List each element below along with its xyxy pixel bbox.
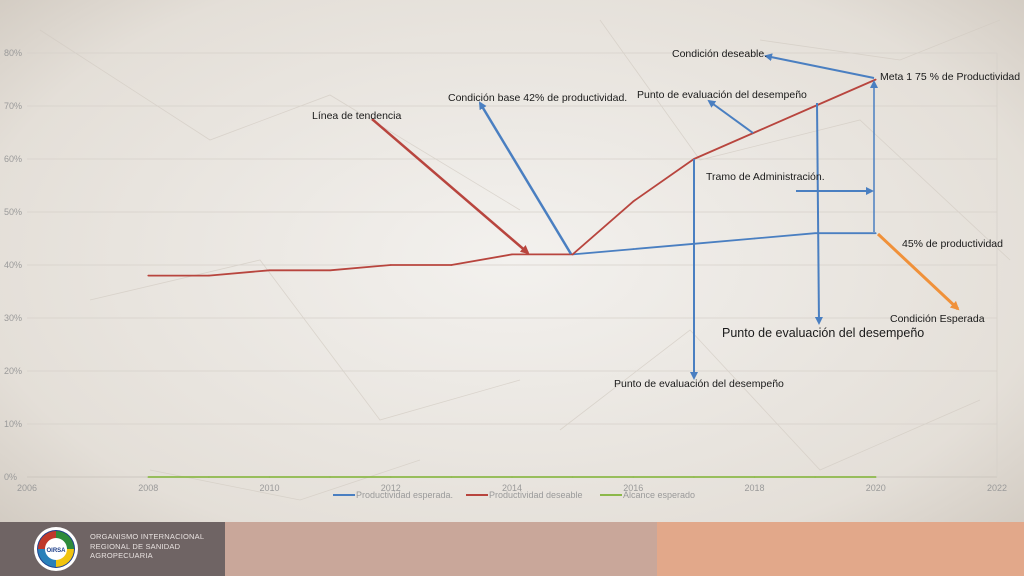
legend-label: Alcance esperado — [623, 490, 695, 500]
x-tick-label: 2008 — [138, 483, 158, 493]
annotation-punto-eval-mid: Punto de evaluación del desempeño — [722, 326, 924, 340]
x-tick-label: 2010 — [259, 483, 279, 493]
org-name-line-3: AGROPECUARIA — [90, 551, 153, 560]
y-tick-label: 80% — [4, 48, 22, 58]
footer-band-mauve — [225, 522, 657, 576]
data-point — [268, 269, 271, 272]
arrow-condicion-base — [478, 101, 573, 255]
annotation-tramo: Tramo de Administración. — [706, 171, 825, 183]
data-point — [632, 476, 635, 478]
x-tick-label: 2016 — [623, 483, 643, 493]
data-point — [753, 131, 756, 134]
data-point — [389, 264, 392, 266]
data-point — [753, 476, 756, 478]
x-tick-label: 2014 — [502, 483, 522, 493]
footer-bar: OIRSA ORGANISMO INTERNACIONAL REGIONAL D… — [0, 522, 1024, 576]
y-tick-label: 50% — [4, 207, 22, 217]
data-point — [874, 232, 877, 234]
annotation-arrows — [371, 53, 960, 380]
arrow-linea-tendencia — [371, 118, 530, 255]
x-tick-label: 2006 — [17, 483, 37, 493]
series-layer — [147, 78, 877, 478]
y-tick-label: 60% — [4, 154, 22, 164]
org-name-line-1: ORGANISMO INTERNACIONAL — [90, 532, 205, 541]
data-point — [874, 476, 877, 478]
annotation-productividad-45: 45% de productividad — [902, 238, 1003, 250]
data-point — [511, 253, 513, 256]
annotation-linea-tendencia: Línea de tendencia — [312, 110, 401, 122]
data-point — [632, 248, 635, 250]
data-point — [389, 476, 392, 478]
legend-label: Productividad esperada. — [356, 490, 453, 500]
data-point — [147, 274, 150, 277]
data-point — [450, 264, 453, 266]
data-point — [814, 105, 816, 107]
arrow-punto-eval-top — [707, 99, 754, 134]
annotation-punto-eval-top: Punto de evaluación del desempeño — [637, 89, 807, 101]
data-point — [268, 476, 271, 478]
data-point — [874, 78, 877, 81]
y-tick-label: 70% — [4, 101, 22, 111]
data-point — [814, 476, 816, 478]
organization-name: ORGANISMO INTERNACIONAL REGIONAL DE SANI… — [90, 532, 225, 561]
data-point — [147, 476, 150, 478]
data-point — [511, 476, 513, 478]
x-tick-label: 2012 — [381, 483, 401, 493]
data-point — [571, 476, 574, 478]
arrow-condicion-deseable — [764, 53, 875, 79]
annotation-condicion-esperada: Condición Esperada — [890, 313, 985, 325]
x-tick-label: 2018 — [744, 483, 764, 493]
annotations: Condición deseable. Meta 1 75 % de Produ… — [312, 48, 1020, 390]
y-tick-label: 40% — [4, 260, 22, 270]
oirsa-logo-icon: OIRSA — [34, 527, 78, 571]
annotation-punto-eval-bottom: Punto de evaluación del desempeño — [614, 378, 784, 390]
data-point — [329, 476, 331, 478]
x-tick-label: 2022 — [987, 483, 1007, 493]
data-point — [632, 200, 635, 203]
data-point — [329, 269, 331, 272]
x-tick-label: 2020 — [866, 483, 886, 493]
legend-label: Productividad deseable — [489, 490, 583, 500]
org-name-line-2: REGIONAL DE SANIDAD — [90, 541, 181, 551]
y-tick-label: 0% — [4, 472, 17, 482]
annotation-condicion-base: Condición base 42% de productividad. — [448, 92, 627, 104]
data-point — [571, 253, 574, 256]
data-point — [693, 476, 695, 478]
data-point — [814, 232, 816, 234]
series-line-1 — [572, 232, 876, 256]
gridlines — [27, 52, 998, 478]
y-tick-label: 30% — [4, 313, 22, 323]
data-point — [208, 274, 210, 277]
data-point — [753, 237, 756, 240]
arrow-punto-eval-mid — [814, 102, 823, 325]
axis-tick-labels: 0% 10% 20% 30% 40% 50% 60% 70% 80% 2006 2008 2010 20… — [4, 48, 1007, 493]
annotation-meta: Meta 1 75 % de Productividad — [880, 71, 1020, 83]
data-point — [208, 476, 210, 478]
footer-band-dark: OIRSA ORGANISMO INTERNACIONAL REGIONAL D… — [0, 522, 225, 576]
annotation-condicion-deseable: Condición deseable. — [672, 48, 767, 60]
footer-band-peach — [657, 522, 1024, 576]
svg-text:OIRSA: OIRSA — [46, 548, 66, 554]
y-tick-label: 20% — [4, 366, 22, 376]
y-tick-label: 10% — [4, 419, 22, 429]
chart-legend: Productividad esperada. Productividad des… — [333, 490, 695, 500]
arrow-condicion-esperada — [876, 232, 960, 311]
data-point — [450, 476, 453, 478]
